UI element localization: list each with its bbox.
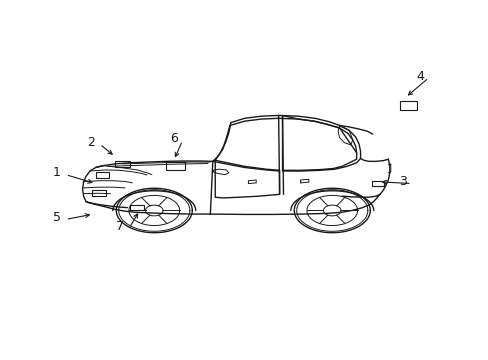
Text: 1: 1 bbox=[53, 166, 61, 179]
Bar bbox=[130, 205, 143, 211]
Text: 5: 5 bbox=[53, 211, 61, 224]
Bar bbox=[96, 172, 109, 178]
Text: 4: 4 bbox=[415, 69, 423, 82]
Text: 3: 3 bbox=[398, 175, 406, 188]
Text: 6: 6 bbox=[169, 132, 177, 145]
Bar bbox=[399, 101, 416, 110]
Text: 2: 2 bbox=[87, 136, 95, 149]
Bar bbox=[115, 161, 130, 167]
Text: 7: 7 bbox=[116, 220, 124, 233]
Bar bbox=[166, 162, 184, 170]
Bar bbox=[371, 181, 384, 186]
Bar bbox=[92, 190, 106, 196]
